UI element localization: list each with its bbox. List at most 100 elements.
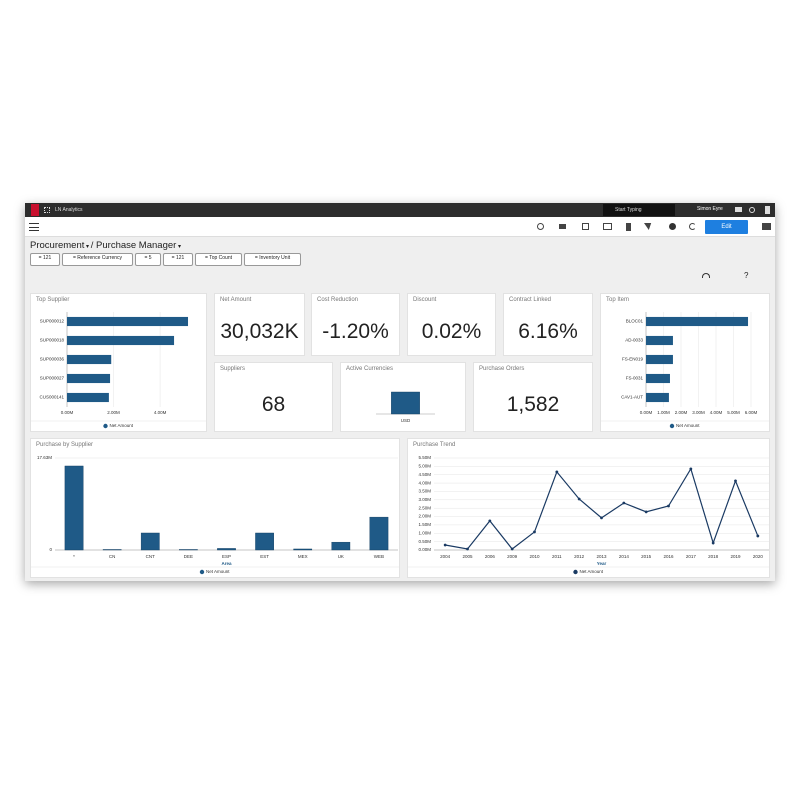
bar — [331, 541, 351, 551]
refresh-icon[interactable] — [689, 223, 696, 230]
x-axis-label: Year — [597, 561, 607, 566]
y-tick-label: SUP000027 — [40, 376, 65, 381]
y-tick-label: 17.63M — [37, 455, 52, 460]
x-tick-label: 2017 — [686, 554, 697, 559]
point — [488, 519, 492, 523]
y-tick-label: 5.00M — [418, 464, 431, 469]
search-placeholder: Start Typing — [615, 207, 642, 213]
x-tick-label: 2015 — [641, 554, 652, 559]
x-tick-label: 3.00M — [692, 410, 705, 415]
kpi-value: 6.16% — [518, 320, 578, 343]
x-tick-label: 4.00M — [710, 410, 723, 415]
export-icon[interactable] — [603, 223, 612, 230]
bar — [67, 316, 189, 327]
point — [711, 541, 715, 545]
x-tick-label: 2019 — [730, 554, 741, 559]
point — [510, 547, 514, 551]
y-tick-label: 1.50M — [418, 522, 431, 527]
legend-label: Net Amount — [110, 423, 134, 428]
bar — [67, 373, 111, 384]
filter-chip[interactable]: = 121 — [163, 253, 193, 266]
help-icon[interactable]: ? — [744, 271, 749, 280]
menu-icon[interactable] — [29, 223, 39, 231]
point — [577, 497, 581, 501]
chart-title: Top Item — [606, 297, 630, 303]
bar — [140, 532, 160, 551]
bar — [67, 392, 109, 403]
x-tick-label: USD — [401, 418, 411, 423]
chart-card: Purchase Trend 0.00M 0.50M 1.00M 1.50M 2.00M 2… — [407, 438, 770, 578]
gauge-icon[interactable] — [702, 273, 710, 278]
bar — [646, 373, 670, 384]
apps-icon[interactable] — [44, 207, 50, 213]
y-tick-label: FS-0031 — [626, 376, 644, 381]
kpi-card: Net Amount 30,032K — [214, 293, 305, 356]
bar — [255, 532, 274, 551]
x-tick-label: 2006 — [485, 554, 496, 559]
kpi-title: Cost Reduction — [317, 297, 359, 303]
filter-chip[interactable]: = 5 — [135, 253, 161, 266]
bar — [102, 549, 122, 551]
x-tick-label: 2004 — [440, 554, 451, 559]
link-icon[interactable] — [537, 223, 544, 230]
logo[interactable] — [31, 204, 39, 216]
x-tick-label: 2012 — [574, 554, 585, 559]
bookmark-icon[interactable] — [626, 223, 631, 231]
filter-chip[interactable]: = Inventory Unit — [244, 253, 301, 266]
top-bar: LN Analytics Start Typing Simon Eyre — [25, 203, 775, 217]
x-tick-label: 2018 — [708, 554, 719, 559]
bar — [646, 316, 749, 327]
kpi-title: Suppliers — [220, 366, 246, 372]
x-tick-label: 2020 — [753, 554, 764, 559]
y-tick-label: 4.50M — [418, 472, 431, 477]
x-tick-label: 0.00M — [640, 410, 653, 415]
x-tick-label: 2013 — [596, 554, 607, 559]
edit-button[interactable]: Edit — [705, 220, 748, 234]
kpi-value: -1.20% — [322, 320, 389, 343]
x-tick-label: DEE — [184, 554, 193, 559]
point — [443, 543, 447, 547]
y-tick-label: CUS000141 — [39, 395, 64, 400]
y-tick-label: 0 — [49, 547, 52, 552]
chart: USD — [376, 391, 435, 423]
y-tick-label: SUP000036 — [40, 357, 65, 362]
y-tick-label: CAV1-AUT — [621, 395, 643, 400]
search-box[interactable]: Start Typing — [603, 204, 675, 216]
y-tick-label: 0.00M — [418, 547, 431, 552]
y-tick-label: 0.50M — [418, 539, 431, 544]
x-tick-label: 2.00M — [107, 410, 120, 415]
filter-icon[interactable] — [644, 223, 652, 230]
point — [466, 547, 469, 551]
point — [734, 479, 737, 483]
copy-icon[interactable] — [582, 223, 589, 230]
kpi-value: 30,032K — [220, 320, 299, 343]
filter-chip[interactable]: = Top Count — [195, 253, 242, 266]
bookmark-icon[interactable] — [765, 206, 770, 214]
y-tick-label: AD-0033 — [625, 338, 643, 343]
share-icon[interactable] — [749, 207, 755, 213]
chart-card: Purchase by Supplier 0 17.63M * CN CNT DEE ESP E… — [30, 438, 400, 578]
help-icon[interactable] — [669, 223, 676, 230]
filter-chip[interactable]: = 121 — [30, 253, 60, 266]
chart-title: Top Supplier — [36, 297, 70, 303]
chart: 0.00M 0.50M 1.00M 1.50M 2.00M 2.50M 3.00M 3.50M… — [408, 455, 769, 575]
kpi-card: Discount 0.02% — [407, 293, 496, 356]
breadcrumb-item[interactable]: Procurement — [30, 240, 85, 251]
briefcase-icon[interactable] — [762, 223, 771, 230]
kpi-card: Purchase Orders 1,582 — [473, 362, 593, 432]
point — [689, 467, 693, 471]
breadcrumb-item[interactable]: Purchase Manager — [96, 240, 177, 251]
x-tick-label: ESP — [222, 554, 231, 559]
announce-icon[interactable] — [559, 224, 566, 229]
x-tick-label: UK — [338, 554, 344, 559]
x-tick-label: 5.00M — [727, 410, 740, 415]
filter-chip[interactable]: = Reference Currency — [62, 253, 133, 266]
x-tick-label: 0.00M — [61, 410, 74, 415]
legend-label: Net Amount — [206, 569, 230, 574]
x-tick-label: CN — [109, 554, 116, 559]
user-name[interactable]: Simon Eyre — [697, 206, 723, 212]
bar — [64, 465, 84, 551]
x-tick-label: WEB — [374, 554, 384, 559]
y-tick-label: 2.00M — [418, 514, 431, 519]
mail-icon[interactable] — [735, 207, 742, 212]
